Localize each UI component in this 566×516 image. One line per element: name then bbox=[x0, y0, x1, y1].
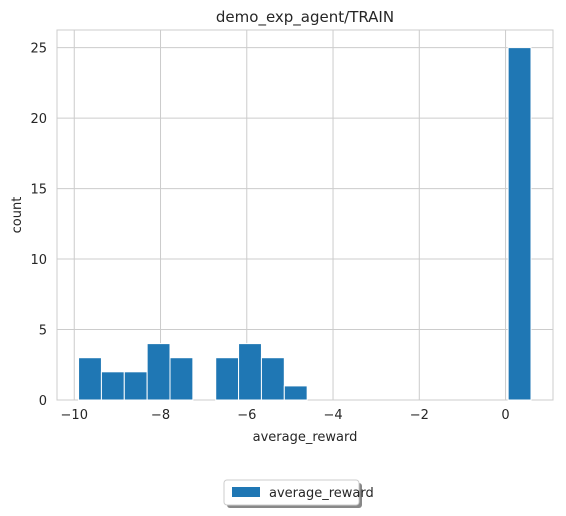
y-axis-label: count bbox=[10, 197, 25, 234]
bars bbox=[78, 47, 532, 401]
histogram-bar bbox=[123, 371, 148, 401]
histogram-bar bbox=[215, 357, 240, 401]
x-tick-label: −10 bbox=[61, 408, 88, 423]
chart-title: demo_exp_agent/TRAIN bbox=[216, 8, 394, 27]
histogram-bar bbox=[100, 371, 125, 401]
legend: average_reward bbox=[223, 479, 374, 508]
y-tick-label: 25 bbox=[30, 42, 47, 57]
x-tick-label: −6 bbox=[237, 408, 256, 423]
y-tick-label: 10 bbox=[30, 253, 47, 268]
legend-box bbox=[223, 479, 360, 506]
x-tick-label: −8 bbox=[151, 408, 170, 423]
x-tick-labels: −10 −8 −6 −4 −2 0 bbox=[61, 408, 510, 423]
histogram-bar bbox=[507, 47, 532, 401]
y-tick-labels: 0 5 10 15 20 25 bbox=[30, 42, 47, 409]
histogram-bar bbox=[78, 357, 102, 401]
y-tick-label: 5 bbox=[39, 324, 47, 339]
histogram-bar bbox=[260, 357, 285, 401]
x-tick-label: −4 bbox=[323, 408, 342, 423]
grid bbox=[57, 30, 553, 401]
histogram-bar bbox=[146, 343, 171, 401]
legend-label: average_reward bbox=[269, 486, 374, 501]
plot-area bbox=[56, 29, 554, 401]
y-tick-label: 0 bbox=[39, 394, 47, 409]
x-axis-label: average_reward bbox=[253, 430, 358, 445]
histogram-bar bbox=[283, 385, 308, 401]
y-tick-label: 15 bbox=[30, 183, 47, 198]
histogram-bar bbox=[169, 357, 194, 401]
x-tick-label: 0 bbox=[501, 408, 509, 423]
legend-swatch bbox=[232, 487, 260, 497]
y-tick-label: 20 bbox=[30, 112, 47, 127]
x-tick-label: −2 bbox=[410, 408, 429, 423]
histogram-bar bbox=[238, 343, 262, 401]
